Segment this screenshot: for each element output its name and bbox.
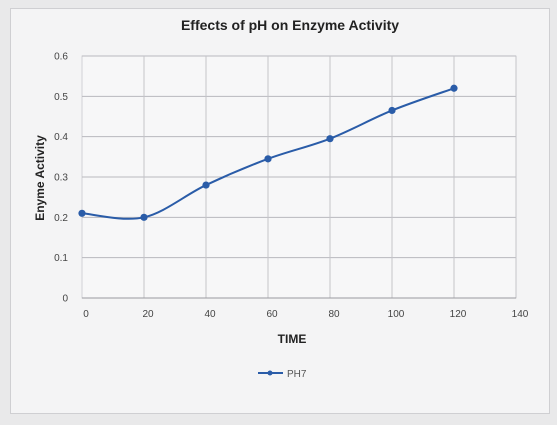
x-tick-label: 60: [266, 309, 278, 320]
y-tick-label: 0: [62, 294, 68, 305]
x-tick-label: 20: [142, 309, 154, 320]
data-point-ph7: [78, 209, 86, 217]
x-tick-label: 140: [512, 309, 529, 320]
y-tick-label: 0.2: [54, 213, 68, 224]
y-tick-label: 0.3: [54, 173, 68, 184]
y-tick-label: 0.5: [54, 92, 68, 103]
y-tick-label: 0.4: [54, 132, 68, 143]
y-tick-label: 0.1: [54, 253, 68, 264]
data-point-ph7: [388, 106, 396, 115]
series-layer: [78, 84, 458, 221]
chart-grid: [81, 55, 517, 299]
x-axis-label: TIME: [278, 332, 307, 346]
legend: PH7: [258, 369, 307, 380]
data-point-ph7: [450, 84, 458, 92]
chart-title: Effects of pH on Enzyme Activity: [181, 17, 399, 33]
data-point-ph7: [202, 181, 210, 189]
data-point-ph7: [140, 213, 148, 221]
legend-marker-ph7: [267, 370, 273, 376]
y-tick-label: 0.6: [54, 52, 68, 63]
y-axis-ticks: 0 0.1 0.2 0.3 0.4 0.5 0.6: [54, 52, 68, 305]
x-tick-label: 0: [83, 309, 89, 320]
x-tick-label: 120: [450, 309, 467, 320]
x-tick-label: 100: [388, 309, 405, 320]
legend-label-ph7: PH7: [287, 369, 307, 380]
y-axis-label: Enyme Activity: [33, 135, 47, 221]
x-tick-label: 40: [204, 309, 216, 320]
data-point-ph7: [264, 155, 272, 163]
data-point-ph7: [326, 135, 334, 143]
x-tick-label: 80: [328, 309, 340, 320]
x-axis-ticks: 0 20 40 60 80 100 120 140: [83, 309, 529, 320]
